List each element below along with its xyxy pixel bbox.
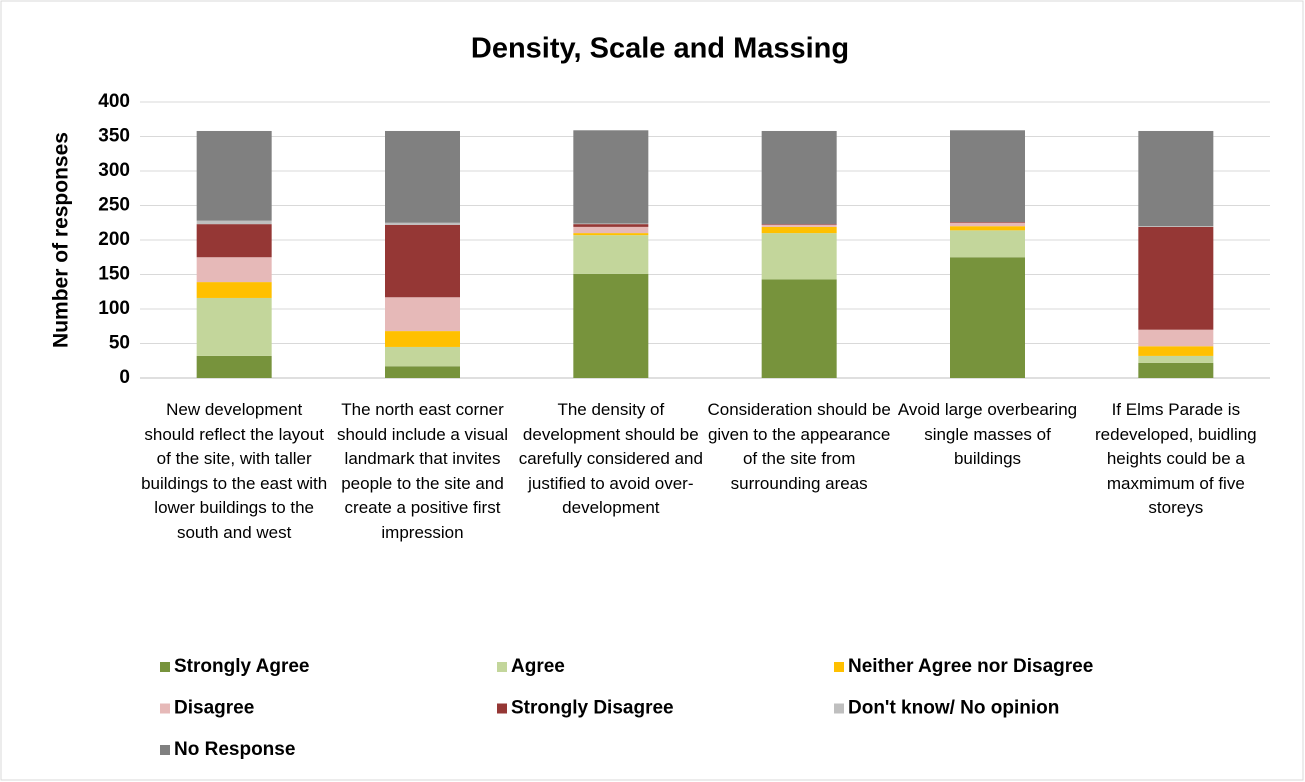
bar-segment <box>573 130 649 224</box>
bar-segment <box>573 235 649 274</box>
y-tick-label: 0 <box>119 367 130 388</box>
chart-title: Density, Scale and Massing <box>471 33 849 65</box>
y-tick-label: 300 <box>98 160 130 181</box>
bar-segment <box>1138 226 1214 227</box>
y-tick-label: 400 <box>98 91 130 112</box>
bar-segment <box>1138 355 1214 363</box>
bar-segment <box>950 230 1025 258</box>
bar-segment <box>573 224 649 227</box>
y-axis-label: Number of responses <box>50 132 73 348</box>
bar-segment <box>385 331 460 347</box>
bar-segment <box>573 223 649 225</box>
x-tick-label: Avoid large overbearing single masses of… <box>897 400 1078 468</box>
legend-swatch <box>497 662 507 672</box>
bar-segment <box>385 346 460 367</box>
bar-segment <box>196 282 272 298</box>
x-tick-label: The density of development should be car… <box>518 400 703 517</box>
bar-segment <box>1138 226 1214 330</box>
bar-segment <box>950 222 1025 227</box>
bar-segment <box>761 130 837 225</box>
bar-segment <box>950 130 1025 223</box>
x-tick-label: Consideration should be given to the app… <box>707 400 891 493</box>
legend-label: Disagree <box>174 698 254 719</box>
bar-segment <box>1138 329 1214 347</box>
legend-swatch <box>160 745 170 755</box>
bar-segment <box>385 366 460 378</box>
bar-segment <box>761 233 837 280</box>
bar-segment <box>385 222 460 225</box>
bar-segment <box>385 224 460 298</box>
legend-label: Neither Agree nor Disagree <box>848 656 1093 677</box>
bar-segment <box>196 355 272 378</box>
bar-segment <box>196 130 272 221</box>
legend-swatch <box>160 703 170 714</box>
legend-label: Strongly Agree <box>174 656 310 677</box>
x-tick-label: The north east corner should include a v… <box>336 400 509 542</box>
bar-segment <box>761 279 837 378</box>
y-tick-label: 350 <box>98 126 130 147</box>
legend-swatch <box>497 703 507 714</box>
legend-swatch <box>834 703 844 714</box>
bar-segment <box>573 226 649 234</box>
bar-segment <box>196 224 272 258</box>
bar-segment <box>761 226 837 234</box>
bar-segment <box>573 233 649 236</box>
x-tick-label: New development should reflect the layou… <box>141 400 328 542</box>
bar-segment <box>385 297 460 332</box>
bar-segment <box>950 257 1025 378</box>
y-tick-label: 100 <box>98 298 130 319</box>
bar-segment <box>761 224 837 225</box>
legend-swatch <box>834 662 844 672</box>
x-tick-label: If Elms Parade is redeveloped, buidling … <box>1095 400 1257 517</box>
legend-label: No Response <box>174 739 295 760</box>
bar-segment <box>1138 346 1214 356</box>
legend-swatch <box>160 662 170 672</box>
bar-segment <box>950 226 1025 231</box>
legend-label: Don't know/ No opinion <box>848 698 1059 719</box>
y-tick-label: 200 <box>98 229 130 250</box>
bar-segment <box>196 257 272 283</box>
bar-segment <box>196 297 272 356</box>
bar-segment <box>1138 130 1214 227</box>
y-tick-label: 50 <box>109 333 130 354</box>
bar-segment <box>573 273 649 378</box>
legend-label: Strongly Disagree <box>511 698 674 719</box>
bar-segment <box>196 220 272 225</box>
y-tick-label: 250 <box>98 195 130 216</box>
bar-segment <box>1138 362 1214 378</box>
legend-label: Agree <box>511 656 565 677</box>
bar-segment <box>385 130 460 223</box>
y-tick-label: 150 <box>98 264 130 285</box>
bar-segment <box>950 222 1025 223</box>
bar-segment <box>761 224 837 227</box>
